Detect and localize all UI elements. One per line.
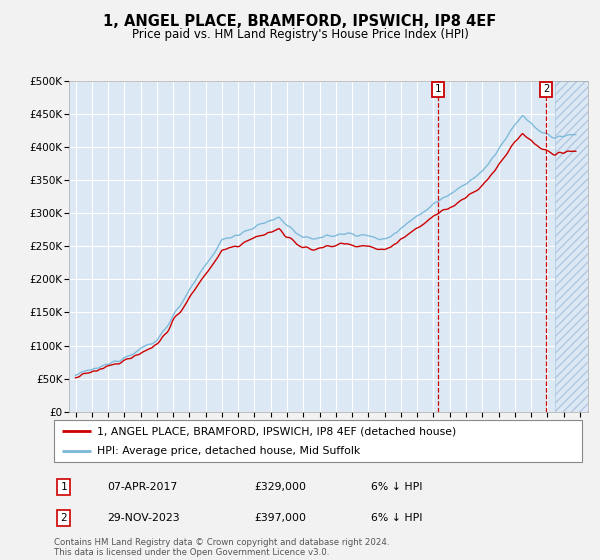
Text: £329,000: £329,000 — [254, 482, 307, 492]
Text: Contains HM Land Registry data © Crown copyright and database right 2024.
This d: Contains HM Land Registry data © Crown c… — [54, 538, 389, 557]
FancyBboxPatch shape — [54, 420, 582, 462]
Text: 6% ↓ HPI: 6% ↓ HPI — [371, 513, 422, 523]
Text: 07-APR-2017: 07-APR-2017 — [107, 482, 177, 492]
Text: 1, ANGEL PLACE, BRAMFORD, IPSWICH, IP8 4EF: 1, ANGEL PLACE, BRAMFORD, IPSWICH, IP8 4… — [103, 14, 497, 29]
Text: 29-NOV-2023: 29-NOV-2023 — [107, 513, 179, 523]
Text: 2: 2 — [60, 513, 67, 523]
Text: Price paid vs. HM Land Registry's House Price Index (HPI): Price paid vs. HM Land Registry's House … — [131, 28, 469, 41]
Text: 1: 1 — [435, 84, 441, 94]
Text: 1, ANGEL PLACE, BRAMFORD, IPSWICH, IP8 4EF (detached house): 1, ANGEL PLACE, BRAMFORD, IPSWICH, IP8 4… — [97, 426, 457, 436]
Text: HPI: Average price, detached house, Mid Suffolk: HPI: Average price, detached house, Mid … — [97, 446, 361, 456]
Bar — [556, 81, 596, 412]
Text: 2: 2 — [543, 84, 549, 94]
Text: 1: 1 — [60, 482, 67, 492]
Text: 6% ↓ HPI: 6% ↓ HPI — [371, 482, 422, 492]
Bar — [556, 81, 596, 412]
Text: £397,000: £397,000 — [254, 513, 307, 523]
